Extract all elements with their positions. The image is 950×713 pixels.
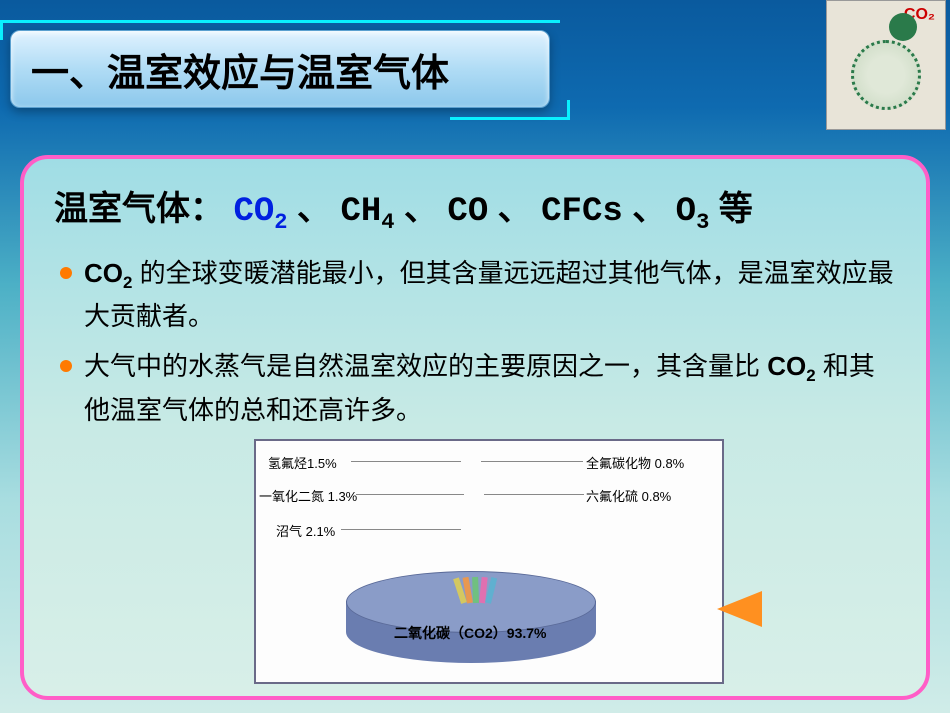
label-ch4: 沼气 2.1% <box>276 521 335 540</box>
gas-cfcs: CFCs <box>541 193 623 231</box>
corner-illustration: CO₂ <box>826 0 946 130</box>
gear-icon <box>889 13 917 41</box>
lead-1 <box>351 461 461 462</box>
pie-3d-body <box>346 571 636 671</box>
lead-4 <box>481 461 583 462</box>
headline-prefix: 温室气体： <box>54 190 224 228</box>
lead-3 <box>341 529 461 530</box>
gas-co: CO <box>447 193 488 231</box>
pie-center-label: 二氧化碳（CO2）93.7% <box>394 623 546 643</box>
label-sf6: 六氟化硫 0.8% <box>586 486 671 505</box>
gas-o3: O3 <box>676 193 710 231</box>
headline: 温室气体： CO2 、 CH4 、 CO 、 CFCs 、 O3 等 <box>54 181 896 235</box>
bullet-list: CO2 的全球变暖潜能最小，但其含量远远超过其他气体，是温室效应最大贡献者。 大… <box>54 253 896 430</box>
title-text: 一、温室效应与温室气体 <box>31 42 449 97</box>
thin-slices <box>461 577 491 603</box>
gas-co2: CO2 <box>233 193 287 231</box>
pie-chart: 氢氟烃1.5% 一氧化二氮 1.3% 沼气 2.1% 全氟碳化物 0.8% 六氟… <box>254 439 724 684</box>
lead-5 <box>484 494 584 495</box>
content-panel: 温室气体： CO2 、 CH4 、 CO 、 CFCs 、 O3 等 CO2 的… <box>20 155 930 700</box>
earth-cartoon-icon <box>851 40 921 110</box>
label-pfc: 全氟碳化物 0.8% <box>586 453 684 472</box>
label-hfc: 氢氟烃1.5% <box>268 453 337 472</box>
slice-ch4 <box>472 577 479 603</box>
pointer-arrow-icon <box>717 591 762 627</box>
gas-ch4: CH4 <box>340 193 394 231</box>
bullet-1: CO2 的全球变暖潜能最小，但其含量远远超过其他气体，是温室效应最大贡献者。 <box>54 253 896 337</box>
bullet-2: 大气中的水蒸气是自然温室效应的主要原因之一，其含量比 CO2 和其他温室气体的总… <box>54 346 896 430</box>
title-accent-bottom <box>450 100 570 120</box>
title-bar: 一、温室效应与温室气体 <box>10 30 550 108</box>
headline-suffix: 等 <box>719 190 753 228</box>
lead-2 <box>356 494 464 495</box>
label-n2o: 一氧化二氮 1.3% <box>259 486 357 505</box>
